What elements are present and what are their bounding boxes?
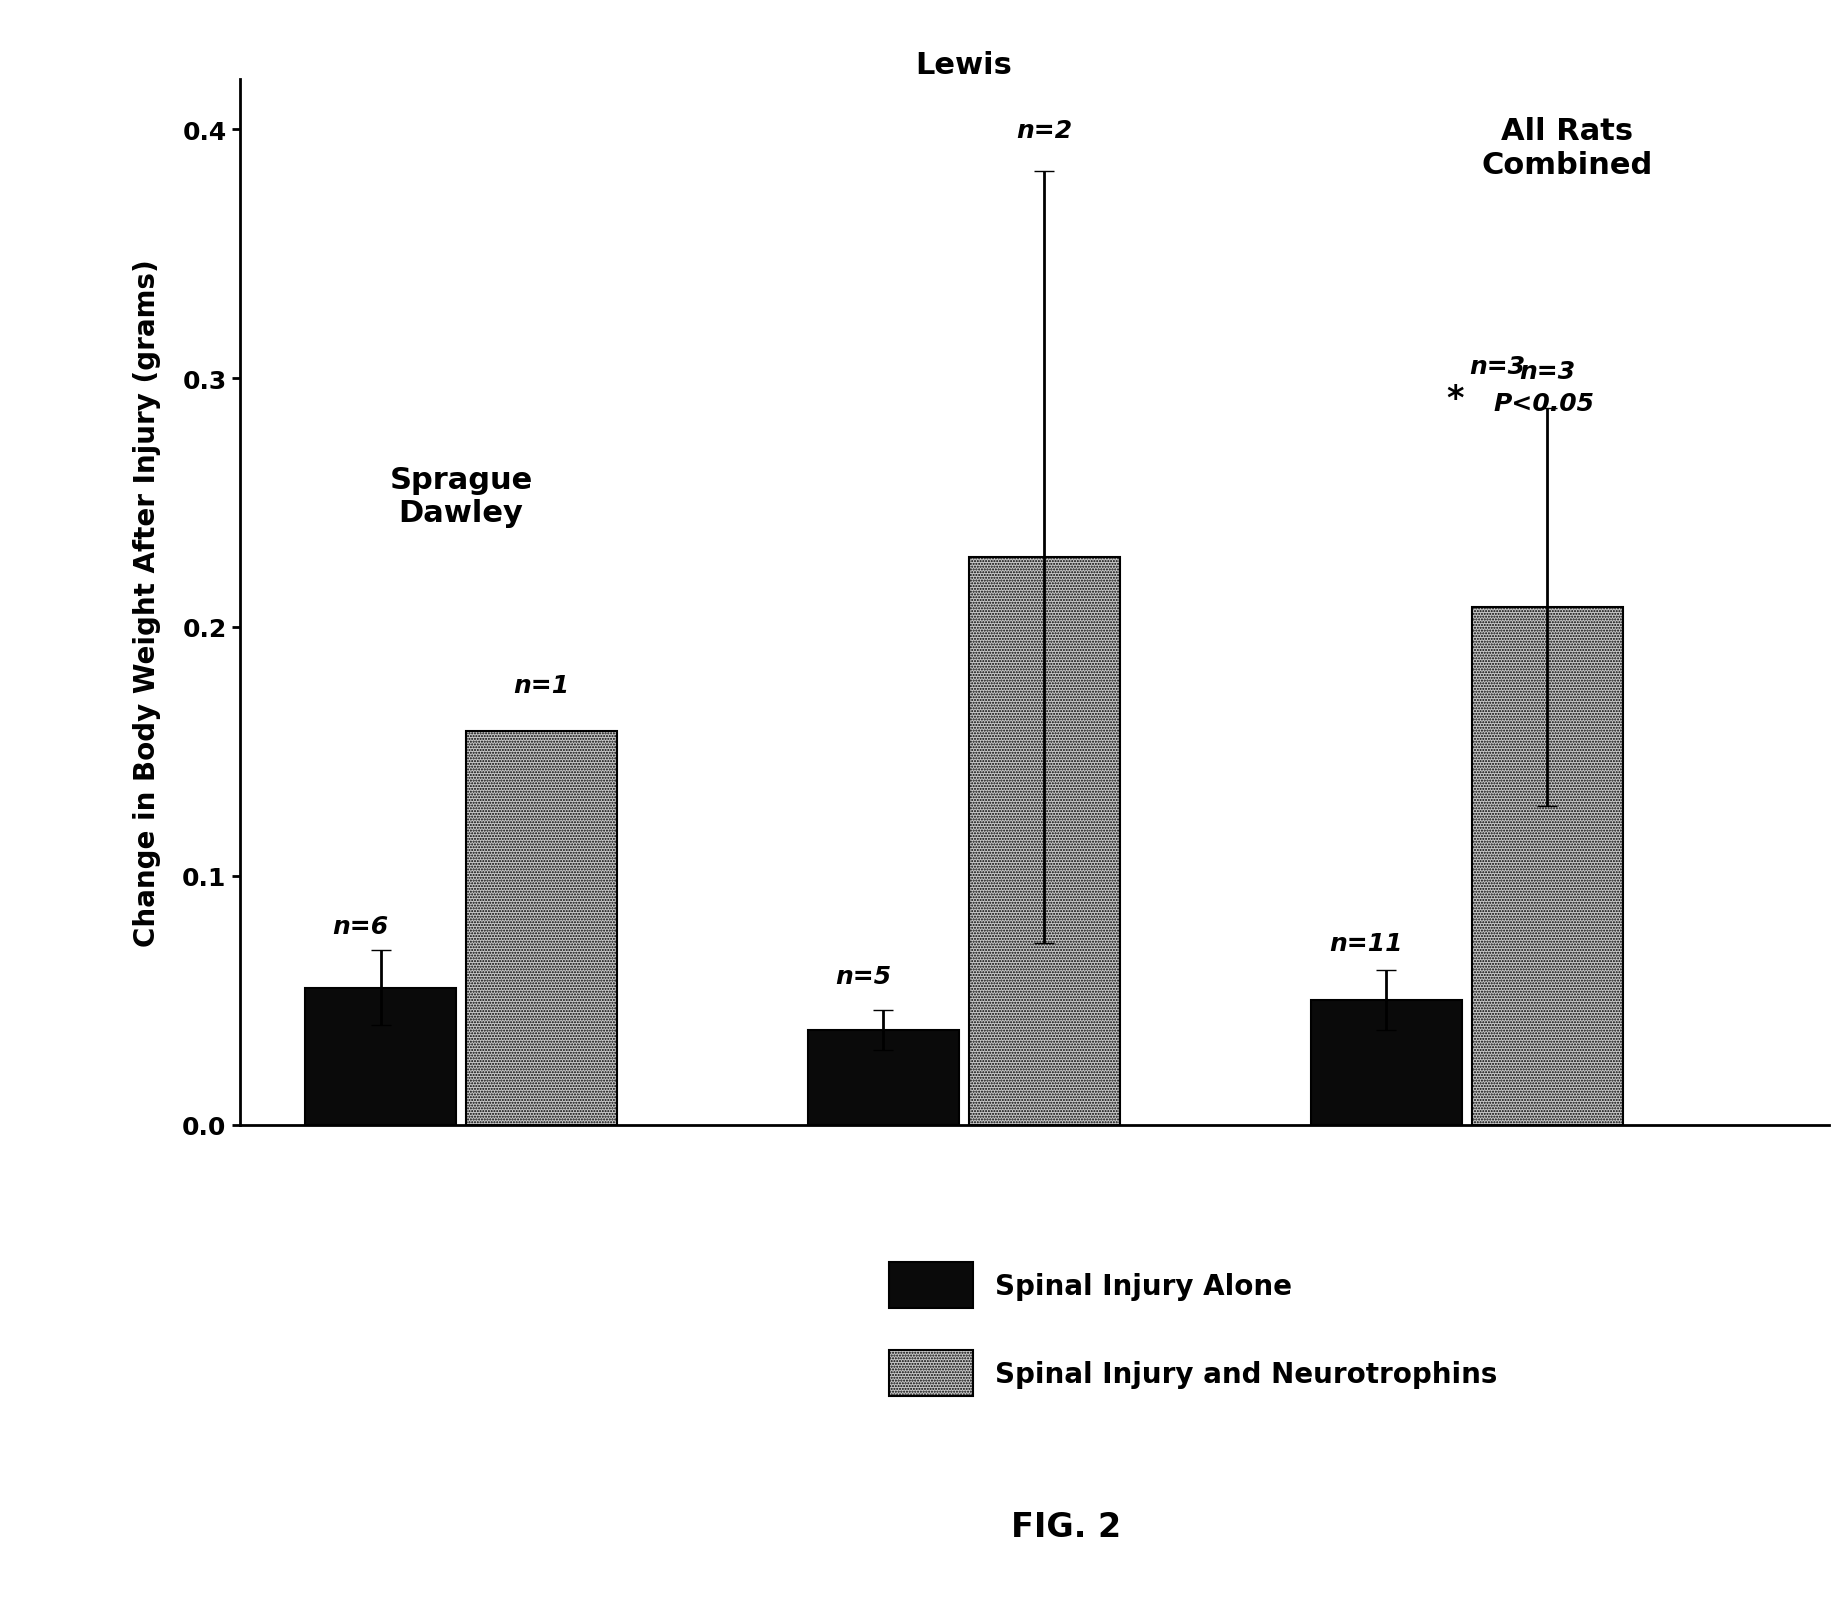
Text: n=3: n=3 xyxy=(1519,360,1575,384)
Text: All Rats
Combined: All Rats Combined xyxy=(1483,117,1652,180)
Bar xyxy=(1472,607,1623,1125)
Text: n=3: n=3 xyxy=(1470,355,1525,379)
Text: FIG. 2: FIG. 2 xyxy=(1011,1509,1121,1543)
Text: n=11: n=11 xyxy=(1330,932,1403,956)
Y-axis label: Change in Body Weight After Injury (grams): Change in Body Weight After Injury (gram… xyxy=(133,259,160,947)
Bar xyxy=(304,988,455,1125)
Text: n=6: n=6 xyxy=(332,914,389,938)
Bar xyxy=(968,558,1119,1125)
Bar xyxy=(808,1030,959,1125)
Legend: Spinal Injury Alone, Spinal Injury and Neurotrophins: Spinal Injury Alone, Spinal Injury and N… xyxy=(861,1234,1525,1424)
Text: n=2: n=2 xyxy=(1016,119,1073,143)
Text: n=1: n=1 xyxy=(513,673,570,697)
Text: P<0.05: P<0.05 xyxy=(1494,392,1593,416)
Bar xyxy=(467,731,618,1125)
Text: Lewis: Lewis xyxy=(915,51,1012,80)
Text: n=5: n=5 xyxy=(835,964,891,988)
Bar xyxy=(1311,1001,1462,1125)
Text: Sprague
Dawley: Sprague Dawley xyxy=(389,466,533,529)
Text: *: * xyxy=(1448,382,1464,416)
